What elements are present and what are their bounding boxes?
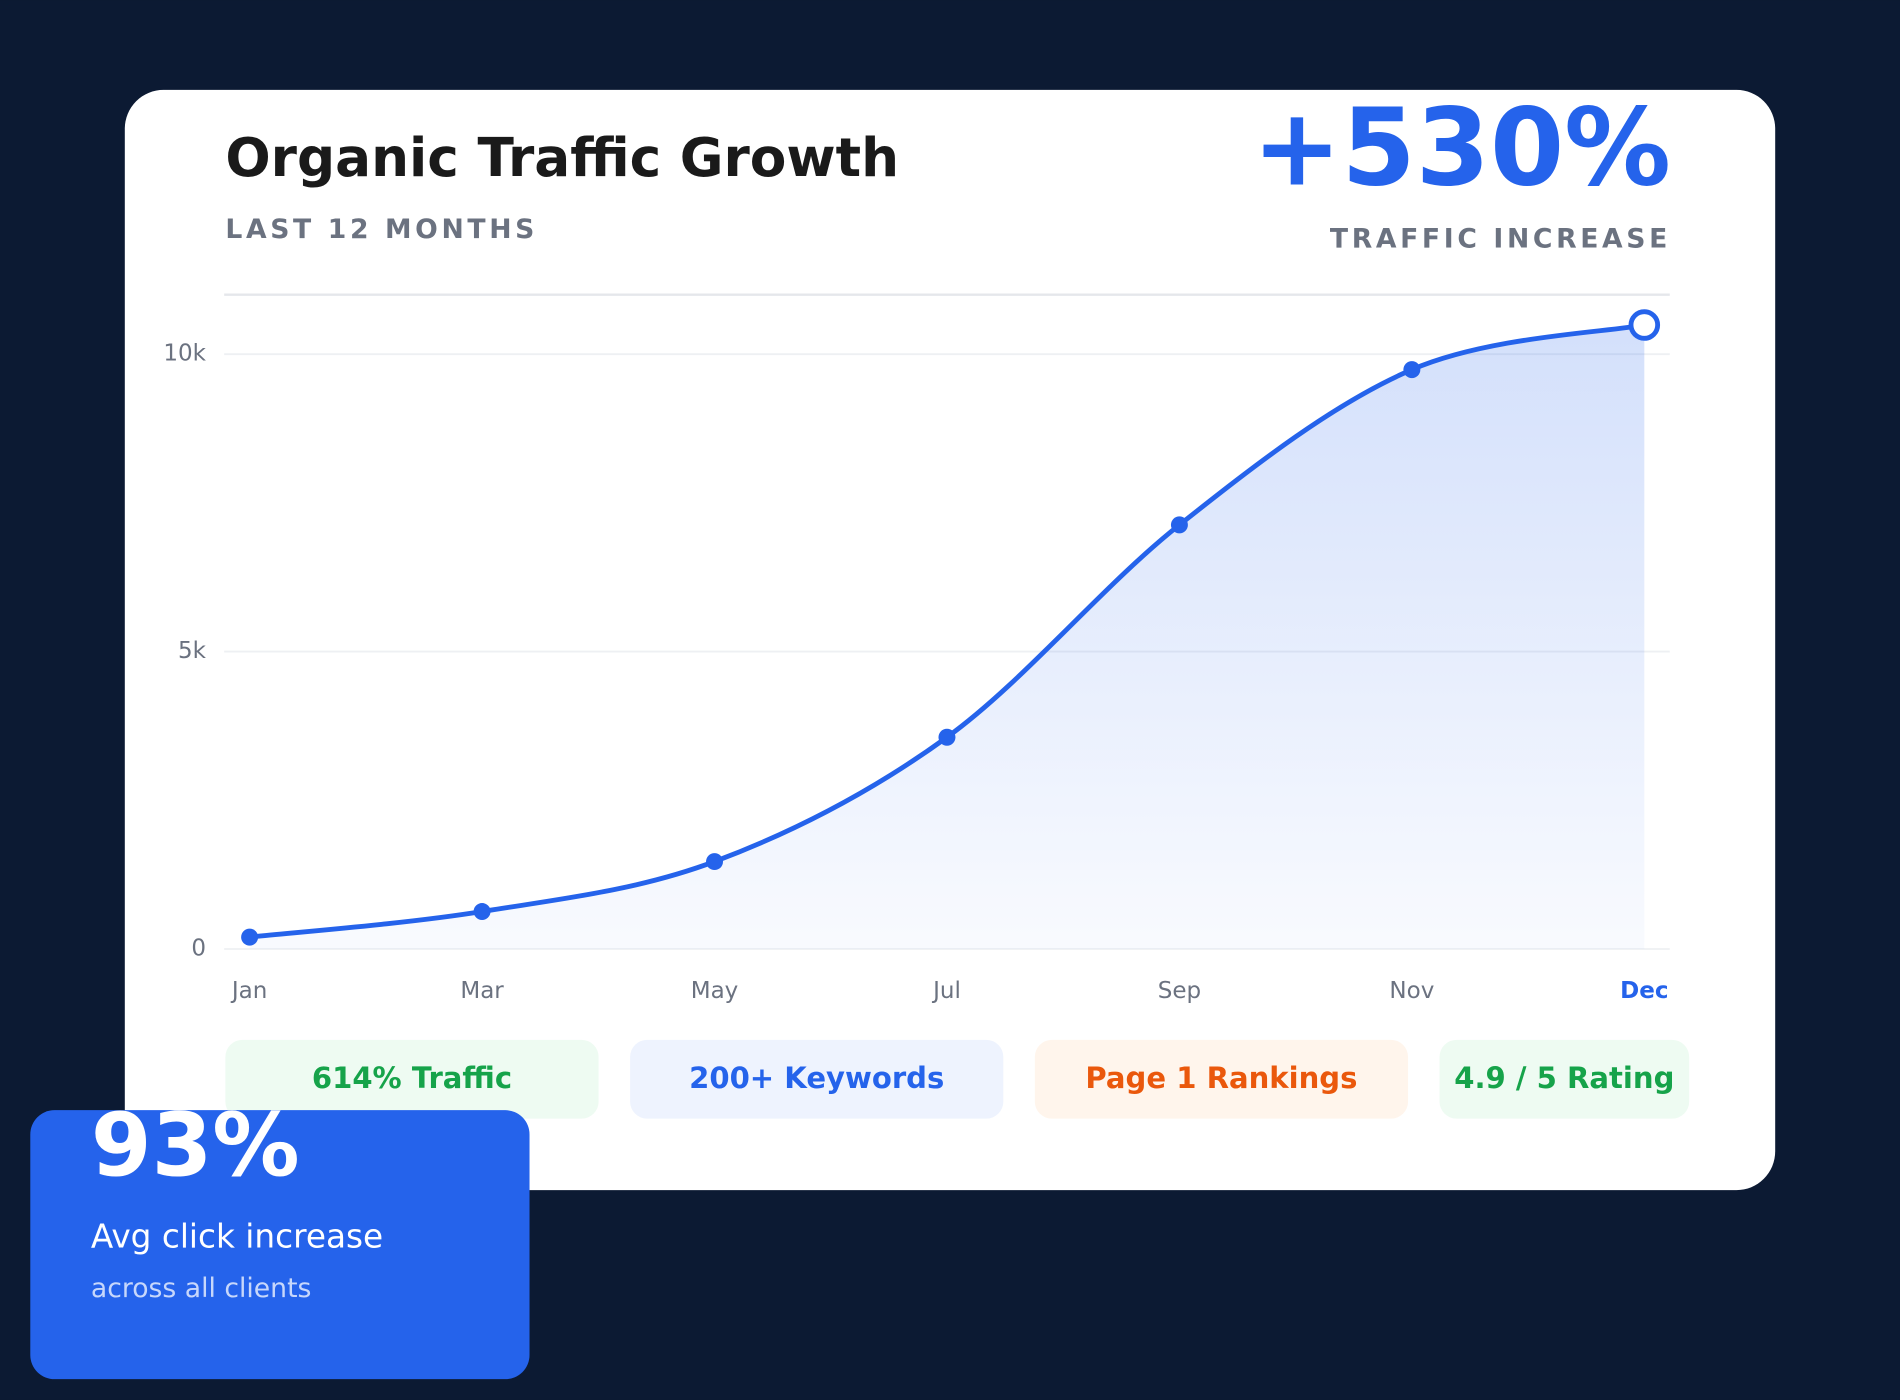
card-note: across all clients bbox=[91, 1273, 312, 1304]
badge: 614% Traffic bbox=[312, 1061, 512, 1095]
x-tick-label: Mar bbox=[460, 978, 504, 1004]
point bbox=[473, 903, 491, 921]
badge-bg bbox=[225, 1039, 599, 1119]
stat-label: TRAFFIC INCREASE bbox=[1330, 224, 1671, 255]
y-tick-label: 0 bbox=[191, 936, 206, 962]
badge-bg bbox=[1439, 1039, 1690, 1119]
badge-bg bbox=[630, 1039, 1004, 1119]
area bbox=[249, 325, 1645, 950]
x-tick-label: Nov bbox=[1389, 978, 1434, 1004]
stat-value: +530% bbox=[1252, 87, 1671, 211]
chart-subtitle: LAST 12 MONTHS bbox=[225, 214, 538, 245]
x-tick-label: Jan bbox=[230, 978, 267, 1004]
badge: Page 1 Rankings bbox=[1085, 1061, 1357, 1095]
y-tick-label: 5k bbox=[178, 638, 207, 664]
card-label: Avg click increase bbox=[91, 1218, 383, 1256]
badge: 200+ Keywords bbox=[689, 1061, 944, 1095]
y-tick-label: 10k bbox=[163, 341, 206, 367]
x-tick-label: May bbox=[691, 978, 739, 1004]
point bbox=[1628, 309, 1661, 341]
card-value: 93% bbox=[91, 1094, 300, 1196]
point bbox=[706, 853, 724, 871]
x-tick-label: Dec bbox=[1620, 978, 1668, 1004]
point bbox=[1403, 361, 1421, 379]
plot: 0 5k 10k Jan Mar May Jul Sep Nov Dec bbox=[163, 309, 1670, 1004]
point bbox=[241, 928, 259, 946]
point bbox=[938, 728, 956, 746]
x-tick-label: Jul bbox=[931, 978, 961, 1004]
chart-title: Organic Traffic Growth bbox=[225, 127, 899, 189]
stat-card bbox=[30, 1110, 530, 1380]
badge-bg bbox=[1034, 1039, 1409, 1119]
x-tick-label: Sep bbox=[1158, 978, 1201, 1004]
badge: 4.9 / 5 Rating bbox=[1454, 1061, 1674, 1095]
point bbox=[1170, 516, 1188, 534]
